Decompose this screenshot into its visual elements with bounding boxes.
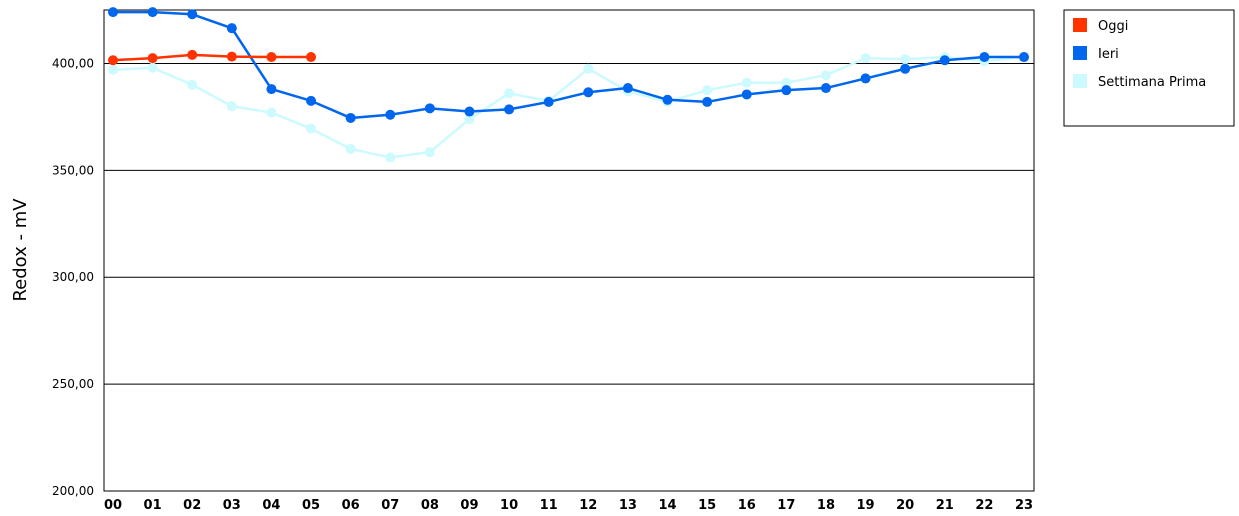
data-point <box>1019 52 1029 63</box>
series-2 <box>108 52 1029 163</box>
data-point <box>820 83 831 94</box>
legend-label: Ieri <box>1098 47 1119 62</box>
series-line <box>113 10 1024 120</box>
y-tick-label: 250,00 <box>52 377 94 391</box>
x-tick-label: 06 <box>342 498 360 513</box>
x-tick-label: 12 <box>579 498 597 513</box>
data-point <box>741 89 752 100</box>
legend-swatch <box>1073 46 1087 60</box>
data-point <box>108 55 118 66</box>
x-tick-label: 10 <box>500 498 518 513</box>
x-tick-label: 00 <box>104 498 122 513</box>
y-axis-label: Redox - mV <box>10 198 31 302</box>
data-point <box>226 101 237 112</box>
series-lines <box>108 7 1029 163</box>
data-point <box>583 87 594 98</box>
x-tick-label: 04 <box>262 498 280 513</box>
data-point <box>424 147 435 158</box>
data-point <box>108 7 118 18</box>
data-point <box>306 95 317 106</box>
series-1 <box>108 7 1029 123</box>
data-point <box>860 73 871 84</box>
data-point <box>900 63 911 74</box>
x-tick-label: 21 <box>936 498 954 513</box>
data-point <box>741 77 752 88</box>
data-point <box>781 85 792 96</box>
y-tick-label: 200,00 <box>52 484 94 498</box>
x-axis-ticks: 00 01 02 03 04 05 06 07 08 09 10 11 12 13 14 15 16 17 18 19… <box>104 498 1033 513</box>
legend-swatch <box>1073 74 1087 88</box>
x-tick-label: 22 <box>975 498 993 513</box>
plot-area-frame <box>103 9 1035 492</box>
legend-label: Oggi <box>1098 19 1128 34</box>
x-tick-label: 02 <box>183 498 201 513</box>
legend-label: Settimana Prima <box>1098 75 1206 90</box>
data-point <box>345 112 356 123</box>
x-tick-label: 14 <box>658 498 676 513</box>
data-point <box>464 106 475 117</box>
x-tick-label: 23 <box>1015 498 1033 513</box>
data-point <box>900 54 911 65</box>
data-point <box>662 94 673 105</box>
data-point <box>543 96 554 107</box>
data-point <box>820 70 831 81</box>
x-tick-label: 01 <box>144 498 162 513</box>
data-point <box>187 9 198 20</box>
data-point <box>147 53 158 64</box>
x-tick-label: 11 <box>540 498 558 513</box>
data-point <box>979 52 990 63</box>
data-point <box>147 62 158 73</box>
data-point <box>622 83 633 94</box>
x-tick-label: 17 <box>777 498 795 513</box>
x-tick-label: 05 <box>302 498 320 513</box>
data-point <box>464 114 475 125</box>
data-point <box>385 152 396 163</box>
legend: Oggi Ieri Settimana Prima <box>1063 9 1235 127</box>
x-tick-label: 07 <box>381 498 399 513</box>
data-point <box>583 63 594 74</box>
x-tick-label: 15 <box>698 498 716 513</box>
series-line <box>112 55 1025 159</box>
legend-swatch <box>1073 18 1087 32</box>
data-point <box>266 84 277 95</box>
x-tick-label: 08 <box>421 498 439 513</box>
data-point <box>702 85 713 96</box>
y-tick-label: 400,00 <box>52 56 94 70</box>
data-point <box>385 109 396 120</box>
y-tick-label: 300,00 <box>52 270 94 284</box>
data-point <box>860 53 871 64</box>
data-point <box>187 49 198 60</box>
data-point <box>306 123 317 134</box>
data-point <box>187 79 198 90</box>
data-point <box>424 103 435 114</box>
data-point <box>504 88 515 99</box>
y-axis-ticks: 200,00 250,00 300,00 350,00 400,00 <box>52 56 94 498</box>
x-tick-label: 13 <box>619 498 637 513</box>
series-0 <box>108 49 317 66</box>
data-point <box>345 143 356 154</box>
data-point <box>504 104 515 115</box>
data-point <box>226 51 237 62</box>
x-tick-label: 03 <box>223 498 241 513</box>
grid-lines <box>104 62 1034 492</box>
x-tick-label: 18 <box>817 498 835 513</box>
data-point <box>702 96 713 107</box>
data-point <box>939 55 950 66</box>
series-line <box>112 53 312 62</box>
data-point <box>266 107 277 118</box>
legend-box <box>1063 9 1235 127</box>
data-point <box>266 52 277 63</box>
data-point <box>108 64 118 75</box>
y-tick-label: 350,00 <box>52 163 94 177</box>
x-tick-label: 20 <box>896 498 914 513</box>
data-point <box>226 23 237 34</box>
x-tick-label: 09 <box>460 498 478 513</box>
data-point <box>306 52 317 63</box>
data-point <box>147 7 158 18</box>
x-tick-label: 19 <box>857 498 875 513</box>
x-tick-label: 16 <box>738 498 756 513</box>
data-point <box>781 77 792 88</box>
